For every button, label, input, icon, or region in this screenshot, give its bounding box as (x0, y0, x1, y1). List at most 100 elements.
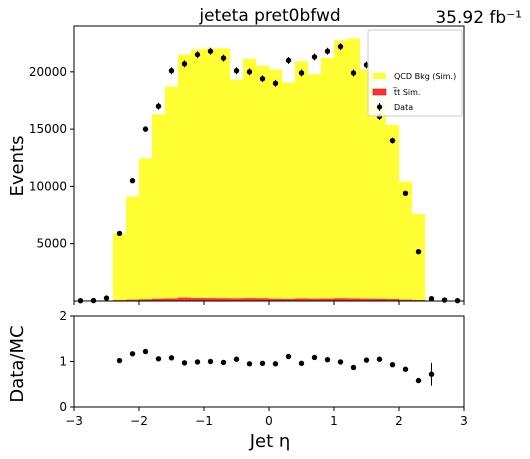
ratio-panel-ticks: 0 1 2 (59, 309, 465, 414)
legend-label-data: Data (394, 103, 413, 112)
y-tick-label-ratio: 0 (59, 400, 67, 414)
data-point (129, 177, 136, 184)
ratio-points (116, 348, 435, 386)
ratio-point (402, 366, 409, 372)
bar-ttbar (412, 299, 425, 301)
data-point (402, 190, 409, 196)
bar-ttbar (178, 297, 191, 301)
bar-qcd (321, 57, 334, 299)
ratio-point (116, 357, 123, 364)
data-point (233, 67, 240, 74)
bar-qcd (165, 86, 178, 299)
data-point (116, 230, 123, 237)
bar-qcd (412, 214, 425, 300)
ratio-point (389, 361, 396, 368)
ratio-point (363, 357, 370, 363)
data-point (194, 51, 201, 58)
y-axis-title-main: Events (7, 136, 28, 197)
data-point (168, 67, 175, 74)
data-point (272, 80, 279, 86)
ratio-point (181, 360, 188, 366)
bar-qcd (269, 69, 282, 299)
bar-ttbar (321, 298, 334, 301)
data-point (259, 76, 266, 82)
x-tick-label: −1 (195, 414, 213, 428)
data-point (337, 43, 344, 50)
x-tick-label: −2 (130, 414, 148, 428)
data-point (207, 48, 214, 54)
bar-qcd (230, 79, 243, 299)
legend-swatch-ttbar (372, 88, 387, 96)
data-point (441, 297, 448, 303)
bar-qcd (178, 54, 191, 298)
x-tick-label: 0 (265, 414, 273, 428)
x-tick-label: 3 (460, 414, 468, 428)
bar-ttbar (399, 299, 412, 301)
ratio-point (415, 377, 422, 384)
data-point (389, 137, 396, 144)
bar-qcd (113, 233, 126, 301)
x-tick-labels: −3 −2 −1 0 1 2 3 (65, 414, 468, 428)
y-tick-label-ratio: 2 (59, 309, 67, 323)
bar-ttbar (308, 298, 321, 301)
bar-ttbar (295, 298, 308, 301)
bar-ttbar (269, 298, 282, 301)
ratio-point (259, 360, 266, 367)
bar-ttbar (334, 298, 347, 301)
bar-ttbar (256, 298, 269, 301)
data-point (298, 70, 305, 76)
bar-qcd (347, 38, 360, 299)
bar-ttbar (204, 298, 217, 301)
data-point (324, 48, 331, 54)
y-tick-label-main: 10000 (29, 179, 67, 193)
bar-ttbar (126, 299, 139, 301)
bar-qcd (386, 124, 399, 300)
data-point (142, 126, 149, 132)
legend-label-qcd: QCD Bkg (Sim.) (394, 72, 456, 81)
data-point (181, 61, 188, 67)
bar-qcd (282, 82, 295, 299)
y-tick-label-main: 15000 (29, 122, 67, 136)
data-point (155, 103, 162, 109)
legend-swatch-qcd (373, 73, 386, 79)
bar-qcd (256, 65, 269, 299)
ratio-point (311, 354, 318, 361)
main-panel-frame (73, 25, 465, 302)
ratio-point (428, 371, 435, 377)
bar-qcd (139, 158, 152, 300)
bar-qcd (152, 114, 165, 299)
ratio-point (350, 364, 357, 371)
data-point (220, 55, 227, 61)
bar-ttbar (243, 298, 256, 301)
ratio-point (129, 351, 136, 357)
chart-title: jeteta pret0bfwd (198, 6, 340, 26)
luminosity-label: 35.92 fb⁻¹ (435, 8, 522, 28)
data-point (246, 69, 253, 75)
y-tick-label-main: 20000 (29, 65, 67, 79)
ratio-point (142, 348, 149, 355)
ratio-point (220, 359, 227, 366)
ratio-point (155, 356, 162, 362)
legend-marker-data (376, 104, 383, 110)
bar-ttbar (139, 299, 152, 301)
legend: QCD Bkg (Sim.) t̅t Sim. Data (367, 29, 463, 117)
y-axis-title-ratio: Data/MC (7, 325, 28, 402)
data-point (103, 295, 110, 301)
stacked-histogram (113, 38, 425, 301)
bar-qcd (217, 48, 230, 299)
bar-ttbar (230, 298, 243, 301)
ratio-point (272, 361, 279, 367)
bar-qcd (191, 49, 204, 299)
legend-label-ttbar: t̅t Sim. (392, 87, 420, 97)
bar-qcd (360, 69, 373, 299)
ratio-panel-frame (73, 315, 465, 408)
bar-ttbar (191, 298, 204, 301)
ratio-point (246, 361, 253, 367)
bar-ttbar (282, 298, 295, 301)
y-tick-label-ratio: 1 (59, 355, 67, 369)
bar-qcd (373, 106, 386, 299)
ratio-point (376, 356, 383, 362)
bar-qcd (204, 48, 217, 299)
bar-qcd (126, 196, 139, 300)
